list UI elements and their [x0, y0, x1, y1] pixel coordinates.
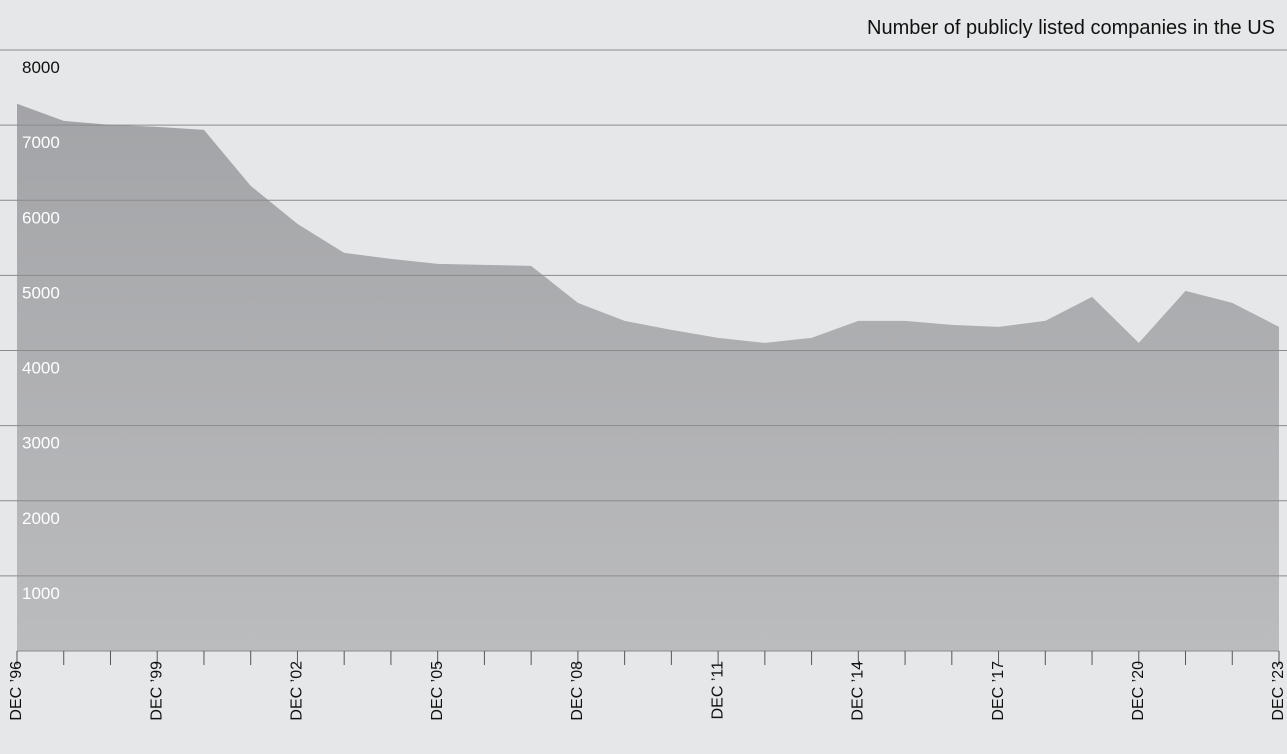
y-tick-label: 8000: [22, 58, 60, 77]
y-tick-label: 2000: [22, 509, 60, 528]
area: [17, 103, 1279, 652]
x-tick-label: DEC ’08: [569, 661, 586, 721]
y-tick-label: 6000: [22, 208, 60, 227]
x-tick-label: DEC ’05: [429, 661, 446, 721]
x-tick-label: DEC ’11: [709, 661, 726, 719]
x-tick-label: DEC ’23: [1270, 661, 1287, 721]
y-tick-label: 4000: [22, 359, 60, 378]
x-tick-label: DEC ’96: [8, 661, 25, 721]
chart-subtitle: Number of publicly listed companies in t…: [867, 17, 1275, 39]
y-tick-label: 3000: [22, 434, 60, 453]
y-tick-label: 5000: [22, 283, 60, 302]
x-tick-label: DEC ’20: [1130, 661, 1147, 721]
x-tick-label: DEC ’14: [850, 661, 867, 721]
x-tick-label: DEC ’99: [148, 661, 165, 721]
x-tick-label: DEC ’02: [289, 661, 306, 721]
y-tick-label: 7000: [22, 133, 60, 152]
x-tick-label: DEC ’17: [990, 661, 1007, 721]
y-tick-label: 1000: [22, 584, 60, 603]
